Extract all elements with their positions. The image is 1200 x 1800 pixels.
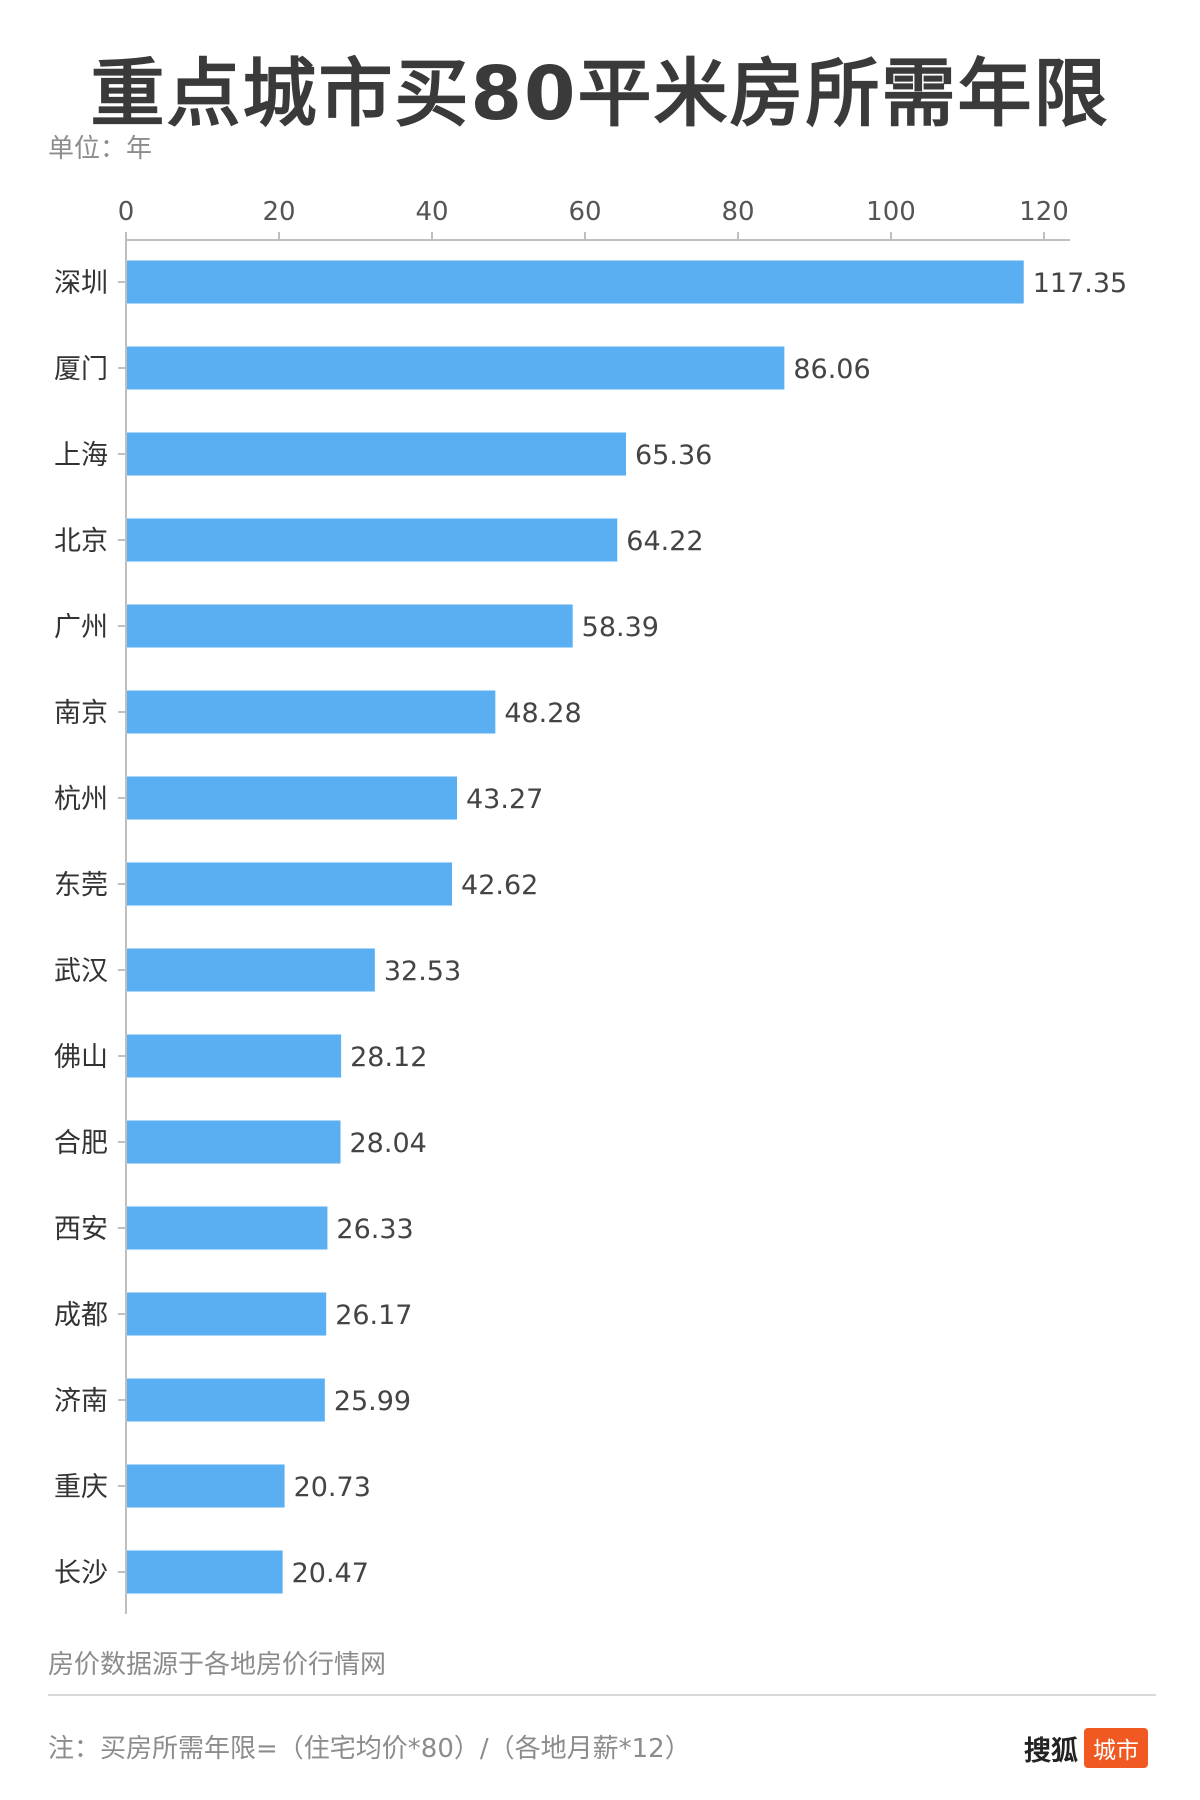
category-label: 佛山: [54, 1042, 108, 1073]
brand-logo: 搜狐 城市: [1024, 1728, 1148, 1768]
value-label: 20.47: [292, 1558, 369, 1589]
category-label: 厦门: [54, 354, 108, 385]
value-label: 32.53: [384, 956, 461, 987]
category-label: 武汉: [54, 956, 108, 987]
bar: [127, 346, 785, 390]
category-label: 济南: [54, 1386, 108, 1417]
value-label: 117.35: [1033, 268, 1127, 299]
brand-name: 搜狐: [1024, 1735, 1078, 1767]
bar: [127, 432, 627, 476]
value-label: 43.27: [466, 784, 543, 815]
formula-note: 注：买房所需年限=（住宅均价*80）/（各地月薪*12）: [48, 1734, 691, 1764]
x-tick-label: 40: [415, 197, 448, 227]
bar: [127, 1034, 342, 1078]
chart-title: 重点城市买80平米房所需年限: [90, 51, 1110, 137]
value-label: 65.36: [635, 440, 712, 471]
bar: [127, 1120, 341, 1164]
category-label: 成都: [54, 1300, 108, 1331]
value-label: 48.28: [504, 698, 581, 729]
value-label: 20.73: [294, 1472, 371, 1503]
unit-label: 单位：年: [48, 134, 153, 164]
value-label: 58.39: [582, 612, 659, 643]
value-label: 28.04: [350, 1128, 427, 1159]
brand-badge: 城市: [1084, 1728, 1148, 1768]
value-label: 26.17: [335, 1300, 412, 1331]
bar: [127, 604, 573, 648]
bar: [127, 1292, 327, 1336]
value-label: 42.62: [461, 870, 538, 901]
value-label: 25.99: [334, 1386, 411, 1417]
bar: [127, 260, 1024, 304]
bar-chart: 0 20 40 60 80 100 120 深圳 117.35 厦门 86.06 上海 65.36 北京 6…: [54, 197, 1127, 1614]
x-tick-label: 80: [721, 197, 754, 227]
category-label: 广州: [54, 612, 108, 643]
x-tick-label: 60: [568, 197, 601, 227]
bar: [127, 1464, 285, 1508]
bar: [127, 776, 458, 820]
divider: [48, 1694, 1156, 1696]
source-note: 房价数据源于各地房价行情网: [48, 1650, 387, 1680]
value-label: 64.22: [626, 526, 703, 557]
category-label: 上海: [54, 440, 108, 471]
value-label: 28.12: [350, 1042, 427, 1073]
category-label: 重庆: [54, 1472, 108, 1503]
category-label: 合肥: [54, 1128, 108, 1159]
bar: [127, 1378, 325, 1422]
bar: [127, 862, 453, 906]
bar: [127, 690, 496, 734]
x-tick-label: 120: [1019, 197, 1069, 227]
bar: [127, 1550, 283, 1594]
category-label: 深圳: [54, 268, 108, 299]
category-label: 长沙: [54, 1558, 108, 1589]
bar: [127, 1206, 328, 1250]
x-tick-label: 20: [262, 197, 295, 227]
category-label: 东莞: [54, 870, 108, 901]
category-label: 杭州: [54, 784, 108, 815]
bar: [127, 948, 375, 992]
value-label: 86.06: [793, 354, 870, 385]
x-tick-label: 100: [866, 197, 916, 227]
value-label: 26.33: [336, 1214, 413, 1245]
category-label: 西安: [54, 1214, 108, 1245]
category-label: 北京: [54, 526, 108, 557]
x-tick-label: 0: [118, 197, 135, 227]
category-label: 南京: [54, 698, 108, 729]
bar: [127, 518, 618, 562]
